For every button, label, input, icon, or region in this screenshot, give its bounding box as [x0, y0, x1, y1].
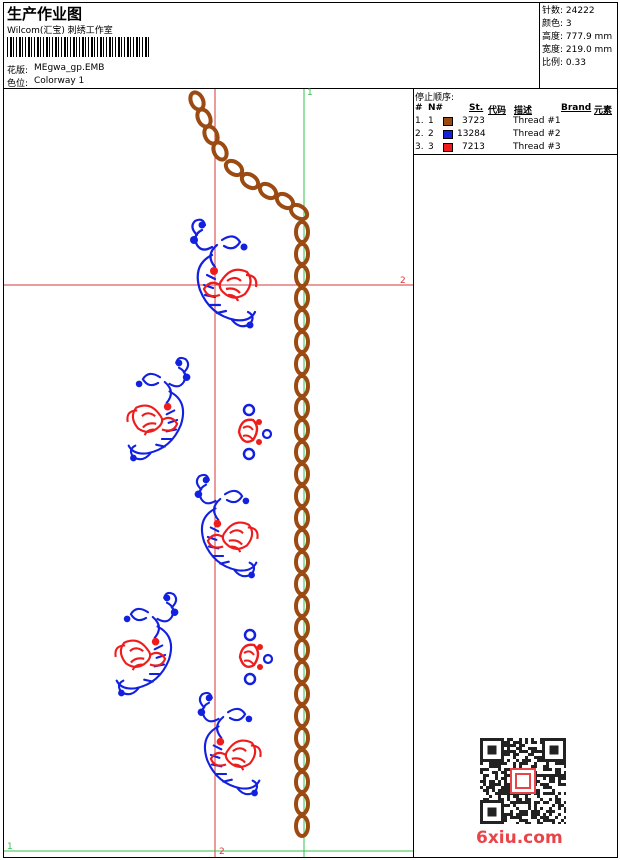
- axis-label-left-green: 1: [7, 842, 13, 852]
- table-row: 1. 1 3723 Thread #1: [415, 116, 561, 126]
- colorway-value: Colorway 1: [34, 76, 85, 86]
- stat-height: 高度: 777.9 mm: [542, 32, 613, 42]
- floral-motifs: [114, 218, 274, 797]
- qr-code: [480, 738, 566, 824]
- page-title: 生产作业图: [7, 5, 83, 23]
- color-swatch: [443, 130, 453, 139]
- design-label: 花版:: [7, 66, 29, 76]
- table-row: 3. 3 7213 Thread #3: [415, 142, 561, 152]
- stats-list: 针数: 24222 颜色: 3 高度: 777.9 mm 宽度: 219.0 m…: [542, 5, 612, 70]
- design-value: MEgwa_gp.EMB: [34, 63, 105, 73]
- sequence-panel: [413, 88, 618, 858]
- axis-label-right-red: 2: [400, 276, 406, 286]
- stop-sequence-title: 停止顺序:: [415, 93, 455, 103]
- table-row: 2. 2 13284 Thread #2: [415, 129, 561, 139]
- brown-chain-border: [188, 90, 310, 838]
- company-name: Wilcom(汇宝) 刺绣工作室: [7, 26, 113, 36]
- sequence-divider: [413, 154, 618, 155]
- color-swatch: [443, 117, 453, 126]
- stat-width: 宽度: 219.0 mm: [542, 45, 613, 55]
- axis-label-bottom-red: 2: [219, 847, 225, 857]
- stat-colors: 颜色: 3: [542, 19, 572, 29]
- barcode: [7, 37, 150, 57]
- colorway-label: 色位:: [7, 79, 29, 89]
- color-swatch: [443, 143, 453, 152]
- stop-sequence-table: 1. 1 3723 Thread #1 2. 2 13284 Thread #2…: [415, 115, 615, 154]
- stop-sequence-header: # N# St. 代码 描述 Brand 元素: [415, 103, 613, 116]
- watermark-text: 6xiu.com: [476, 828, 563, 848]
- axis-label-top-green: 1: [307, 88, 313, 98]
- stat-stitches: 针数: 24222: [542, 6, 595, 16]
- stat-scale: 比例: 0.33: [542, 58, 586, 68]
